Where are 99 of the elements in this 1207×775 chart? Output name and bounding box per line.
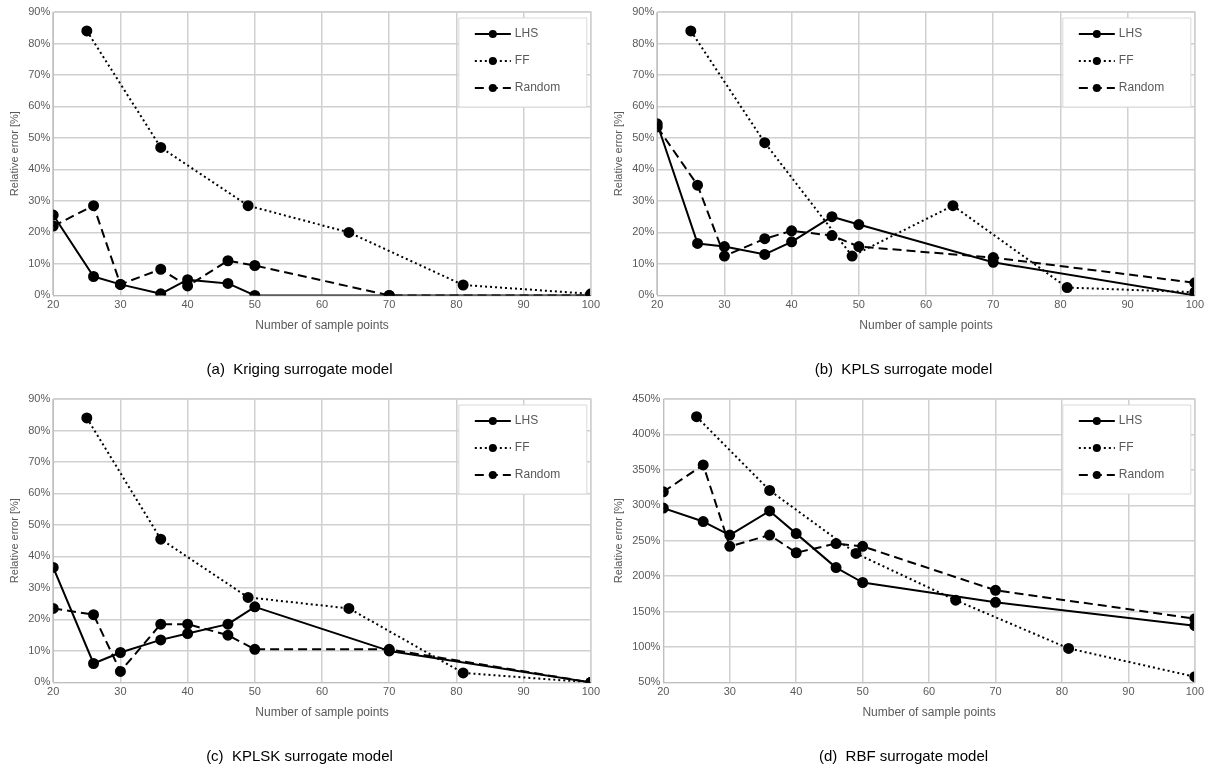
y-tick-label: 50%: [632, 130, 655, 143]
x-tick-label: 60: [922, 685, 936, 698]
legend-label: Random: [514, 80, 561, 95]
y-tick-label: 50%: [28, 130, 51, 143]
y-tick-label: 450%: [632, 392, 661, 405]
x-tick-label: 100: [581, 685, 600, 698]
x-tick-label: 50: [852, 298, 865, 311]
y-tick-label: 40%: [28, 549, 51, 562]
y-axis-title: Relative error [%]: [7, 111, 20, 197]
legend-label: LHS: [1118, 26, 1143, 41]
y-tick-label: 50%: [638, 675, 661, 688]
x-tick-label: 70: [987, 298, 1000, 311]
y-tick-label: 10%: [28, 643, 51, 656]
y-tick-label: 20%: [28, 225, 51, 238]
x-tick-label: 20: [657, 685, 670, 698]
y-tick-label: 80%: [28, 36, 51, 49]
legend-label: Random: [1118, 467, 1165, 482]
x-tick-label: 20: [47, 685, 60, 698]
y-tick-label: 30%: [28, 580, 51, 593]
x-tick-label: 40: [181, 685, 194, 698]
y-tick-label: 350%: [632, 462, 661, 475]
x-tick-label: 50: [248, 685, 261, 698]
legend-label: FF: [514, 53, 530, 68]
legend-label: Random: [1118, 80, 1165, 95]
x-tick-label: 90: [1121, 298, 1134, 311]
y-tick-label: 200%: [632, 569, 661, 582]
y-tick-label: 30%: [632, 193, 655, 206]
x-tick-label: 40: [785, 298, 798, 311]
y-tick-label: 60%: [28, 99, 51, 112]
y-tick-label: 0%: [638, 288, 655, 301]
x-axis-title: Number of sample points: [255, 705, 389, 720]
legend-label: LHS: [514, 26, 539, 41]
legend-label: FF: [1118, 53, 1134, 68]
x-tick-label: 20: [47, 298, 60, 311]
x-tick-label: 30: [114, 685, 127, 698]
y-tick-label: 150%: [632, 604, 661, 617]
x-tick-label: 20: [651, 298, 664, 311]
y-axis-title: Relative error [%]: [7, 498, 20, 584]
y-tick-label: 0%: [34, 288, 51, 301]
x-tick-label: 60: [315, 685, 329, 698]
text: (a) Kriging surrogate model: [206, 360, 393, 378]
y-tick-label: 90%: [28, 5, 51, 18]
x-tick-label: 80: [1055, 685, 1069, 698]
x-tick-label: 50: [856, 685, 869, 698]
y-tick-label: 60%: [28, 486, 51, 499]
y-tick-label: 100%: [632, 640, 661, 653]
legend-label: FF: [1118, 440, 1134, 455]
legend-label: FF: [514, 440, 530, 455]
legend-label: Random: [514, 467, 561, 482]
x-tick-label: 60: [315, 298, 329, 311]
x-tick-label: 70: [383, 298, 396, 311]
y-tick-label: 80%: [28, 423, 51, 436]
y-tick-label: 300%: [632, 498, 661, 511]
x-tick-label: 70: [383, 685, 396, 698]
x-tick-label: 100: [1185, 685, 1204, 698]
text: (d) RBF surrogate model: [818, 747, 989, 765]
x-axis-title: Number of sample points: [255, 318, 389, 333]
x-axis-title: Number of sample points: [862, 705, 996, 720]
y-tick-label: 0%: [34, 675, 51, 688]
y-tick-label: 30%: [28, 193, 51, 206]
x-tick-label: 90: [517, 685, 530, 698]
x-tick-label: 30: [723, 685, 736, 698]
text: (c) KPLSK surrogate model: [206, 747, 393, 765]
x-tick-label: 90: [517, 298, 530, 311]
y-tick-label: 70%: [28, 68, 51, 81]
y-tick-label: 250%: [632, 533, 661, 546]
y-tick-label: 400%: [632, 427, 661, 440]
x-tick-label: 40: [790, 685, 803, 698]
y-tick-label: 10%: [28, 256, 51, 269]
x-tick-label: 80: [450, 298, 463, 311]
x-tick-label: 30: [718, 298, 731, 311]
y-tick-label: 40%: [28, 162, 51, 175]
y-tick-label: 90%: [28, 392, 51, 405]
y-axis-title: Relative error [%]: [611, 111, 624, 197]
y-tick-label: 40%: [632, 162, 655, 175]
x-tick-label: 100: [581, 298, 600, 311]
x-tick-label: 100: [1185, 298, 1204, 311]
y-tick-label: 10%: [632, 256, 655, 269]
legend-label: LHS: [514, 413, 539, 428]
text: (b) KPLS surrogate model: [814, 360, 993, 378]
y-tick-label: 50%: [28, 517, 51, 530]
x-tick-label: 70: [989, 685, 1002, 698]
y-tick-label: 20%: [28, 612, 51, 625]
y-tick-label: 80%: [632, 36, 655, 49]
legend-label: LHS: [1118, 413, 1143, 428]
x-tick-label: 40: [181, 298, 194, 311]
y-tick-label: 70%: [632, 68, 655, 81]
x-tick-label: 80: [1054, 298, 1067, 311]
x-axis-title: Number of sample points: [859, 318, 993, 333]
y-tick-label: 60%: [632, 99, 655, 112]
x-tick-label: 90: [1122, 685, 1135, 698]
x-tick-label: 30: [114, 298, 127, 311]
y-tick-label: 70%: [28, 455, 51, 468]
x-tick-label: 50: [248, 298, 261, 311]
y-tick-label: 90%: [632, 5, 655, 18]
x-tick-label: 60: [919, 298, 933, 311]
x-tick-label: 80: [450, 685, 463, 698]
y-tick-label: 20%: [632, 225, 655, 238]
y-axis-title: Relative error [%]: [611, 498, 624, 584]
